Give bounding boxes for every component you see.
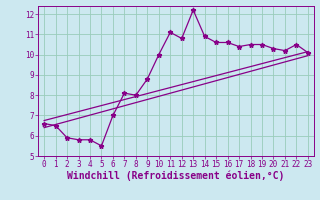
X-axis label: Windchill (Refroidissement éolien,°C): Windchill (Refroidissement éolien,°C) [67, 171, 285, 181]
